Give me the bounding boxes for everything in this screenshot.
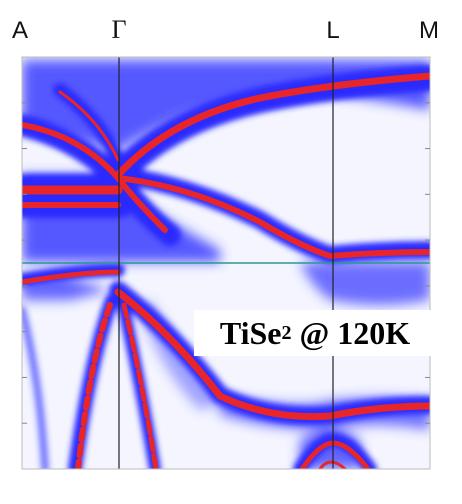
x-tick-label-M: M — [419, 17, 439, 44]
x-tick-label-A: A — [12, 17, 28, 44]
compound-subscript: 2 — [281, 321, 292, 344]
compound-name: TiSe — [219, 314, 282, 351]
x-tick-label-L: L — [326, 17, 339, 44]
temperature-label: @ 120K — [299, 314, 411, 351]
plot-frame — [21, 56, 431, 470]
band-ridges — [22, 72, 430, 469]
compound-annotation: TiSe 2 @ 120K — [194, 310, 436, 356]
spectral-function-map — [22, 57, 430, 469]
y-ticks — [22, 102, 430, 424]
x-tick-label-gamma: Γ — [111, 15, 126, 44]
